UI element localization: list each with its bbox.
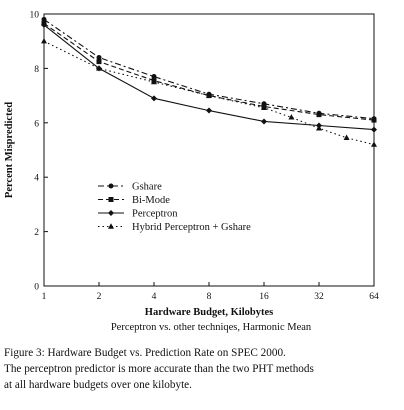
data-point <box>41 21 47 28</box>
series-layer <box>41 16 377 147</box>
legend-item: Hybrid Perceptron + Gshare <box>98 222 251 233</box>
legend-item: Bi-Mode <box>98 195 170 206</box>
legend-label: Bi-Mode <box>132 195 170 206</box>
caption-line: Figure 3: Hardware Budget vs. Prediction… <box>4 347 286 359</box>
x-axis-title: Hardware Budget, Kilobytes <box>145 307 273 318</box>
data-point <box>96 59 102 65</box>
data-point <box>316 125 322 131</box>
data-point <box>371 141 377 147</box>
series-perceptron <box>41 21 377 133</box>
x-tick-label: 16 <box>259 292 269 302</box>
data-point <box>343 134 350 140</box>
y-axis-title: Percent Mispredicted <box>4 102 15 198</box>
legend-item: Gshare <box>98 182 162 193</box>
legend-marker <box>108 210 114 216</box>
series-bi-mode <box>41 21 377 123</box>
series-line <box>43 18 375 120</box>
y-tick-label: 0 <box>34 283 39 293</box>
data-point <box>206 92 212 98</box>
legend: Gshare Bi-Mode Perceptron Hybrid Perceptron… <box>98 182 251 233</box>
x-tick-label: 4 <box>152 292 157 302</box>
data-point <box>151 95 157 102</box>
y-tick-label: 6 <box>34 119 39 129</box>
data-point <box>261 118 267 125</box>
legend-marker <box>108 197 114 202</box>
data-point <box>151 78 157 85</box>
caption-line: at all hardware budgets over one kilobyt… <box>4 379 192 391</box>
y-tick-label: 10 <box>30 11 40 21</box>
data-point <box>151 74 157 80</box>
series-gshare <box>41 16 377 122</box>
axes: 1 2 4 8 16 32 64 0 2 4 6 8 10 <box>30 11 380 303</box>
chart-subtitle: Perceptron vs. other techniqes, Harmonic… <box>111 322 312 333</box>
legend-marker <box>108 183 114 189</box>
legend-item: Perceptron <box>98 209 178 220</box>
y-tick-label: 2 <box>34 228 39 238</box>
x-tick-label: 64 <box>369 292 379 302</box>
series-line <box>43 23 375 121</box>
y-tick-label: 4 <box>34 174 39 184</box>
data-point <box>371 126 377 133</box>
data-point <box>96 55 102 61</box>
x-tick-label: 2 <box>97 292 102 302</box>
data-point <box>316 112 322 118</box>
series-hybrid-perceptron-gshare <box>41 38 377 147</box>
data-point <box>261 104 267 111</box>
y-tick-label: 8 <box>34 65 39 75</box>
legend-marker <box>108 223 114 229</box>
data-point <box>41 38 47 44</box>
legend-label: Gshare <box>132 182 162 193</box>
figure-caption: Figure 3: Hardware Budget vs. Prediction… <box>4 345 400 393</box>
legend-label: Hybrid Perceptron + Gshare <box>132 222 251 233</box>
data-point <box>206 107 212 114</box>
plot-frame <box>43 13 375 287</box>
x-tick-label: 8 <box>207 292 212 302</box>
legend-label: Perceptron <box>132 209 178 220</box>
data-point <box>371 117 377 123</box>
x-tick-label: 32 <box>314 292 324 302</box>
data-point <box>96 65 102 71</box>
data-point <box>288 114 295 120</box>
x-tick-label: 1 <box>42 292 47 302</box>
caption-line: The perceptron predictor is more accurat… <box>4 363 314 375</box>
data-point <box>41 16 47 22</box>
line-chart: 1 2 4 8 16 32 64 0 2 4 6 8 10 Gshare Bi-Mode Perceptro… <box>4 11 380 334</box>
series-line <box>43 24 375 131</box>
